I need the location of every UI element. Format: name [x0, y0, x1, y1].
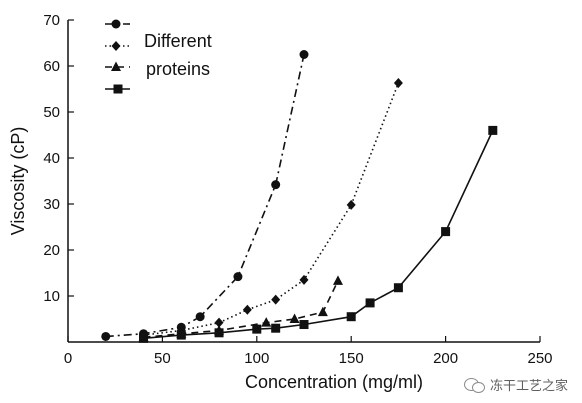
- legend-label: Different: [144, 31, 212, 51]
- data-point-square: [252, 324, 262, 334]
- data-point-diamond: [346, 199, 356, 210]
- legend-marker-circle: [111, 19, 121, 29]
- y-tick-label: 60: [43, 58, 60, 75]
- data-point-triangle: [289, 313, 300, 323]
- x-tick-label: 150: [339, 350, 364, 367]
- y-tick-label: 50: [43, 104, 60, 121]
- data-point-circle: [195, 312, 205, 322]
- y-tick-label: 10: [43, 288, 60, 305]
- data-point-triangle: [317, 306, 328, 317]
- legend-marker-square: [113, 84, 123, 94]
- data-point-diamond: [214, 317, 224, 328]
- data-point-square: [365, 298, 375, 308]
- series-line: [143, 130, 494, 340]
- legend-marker-diamond: [111, 41, 121, 51]
- data-point-circle: [271, 180, 281, 190]
- y-tick-label: 30: [43, 196, 60, 213]
- x-tick-label: 200: [433, 350, 458, 367]
- series-line: [143, 82, 400, 336]
- series-square: [139, 125, 498, 343]
- data-point-square: [488, 125, 498, 135]
- axes: 0 50 100 150 200 250 10 20 30 40 50 60 70 Concentrati…: [8, 12, 553, 392]
- x-tick-label: 100: [244, 350, 269, 367]
- series-triangle: [138, 275, 343, 342]
- data-point-diamond: [242, 304, 252, 315]
- watermark: 冻干工艺之家: [463, 375, 568, 394]
- data-point-square: [214, 328, 224, 338]
- data-point-triangle: [332, 275, 343, 285]
- data-point-square: [346, 312, 356, 322]
- wechat-icon: [463, 377, 486, 393]
- series-layer: [101, 50, 498, 343]
- data-point-square: [139, 333, 149, 343]
- data-point-diamond: [271, 294, 281, 305]
- legend: Different proteins: [105, 19, 212, 94]
- series-diamond: [139, 78, 403, 341]
- y-tick-label: 40: [43, 150, 60, 167]
- watermark-text: 冻干工艺之家: [489, 379, 568, 394]
- data-point-circle: [101, 331, 111, 341]
- legend-marker-triangle: [111, 61, 121, 71]
- series-line: [105, 54, 305, 338]
- data-point-square: [393, 283, 403, 293]
- x-tick-label: 50: [154, 350, 171, 367]
- x-tick-label: 250: [527, 350, 552, 367]
- data-point-diamond: [393, 78, 403, 89]
- data-point-diamond: [299, 274, 309, 285]
- data-point-circle: [299, 50, 309, 59]
- y-tick-label: 70: [43, 12, 60, 29]
- data-point-square: [441, 227, 451, 237]
- x-axis-title: Concentration (mg/ml): [245, 372, 423, 392]
- data-point-square: [176, 330, 186, 340]
- data-point-square: [271, 323, 281, 333]
- x-tick-label: 0: [64, 350, 72, 367]
- y-tick-label: 20: [43, 242, 60, 259]
- y-axis-title: Viscosity (cP): [8, 127, 28, 236]
- data-point-triangle: [261, 317, 272, 327]
- data-point-circle: [233, 272, 243, 282]
- legend-label: proteins: [146, 59, 210, 79]
- data-point-square: [299, 320, 309, 330]
